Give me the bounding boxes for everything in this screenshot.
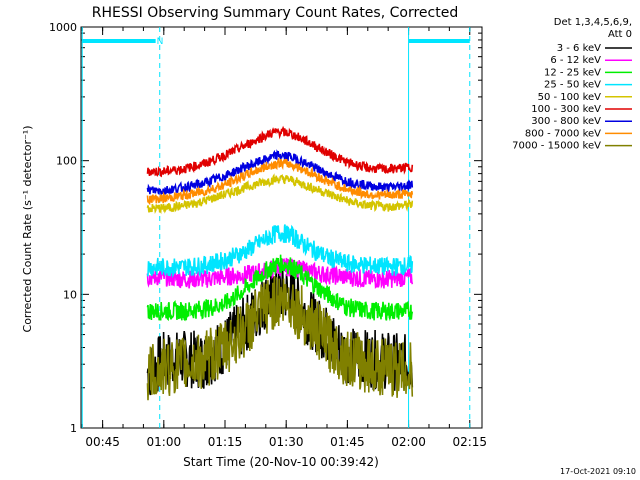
x-tick-label: 01:30 bbox=[269, 435, 304, 449]
attenuator-flag-label: N bbox=[157, 37, 164, 47]
series-line-800-7000-kev bbox=[146, 156, 414, 206]
x-tick-label: 01:15 bbox=[208, 435, 243, 449]
legend-entry-label: 12 - 25 keV bbox=[544, 67, 601, 78]
legend-entry-label: 800 - 7000 keV bbox=[525, 128, 601, 139]
series-line-100-300-kev bbox=[146, 125, 414, 178]
y-tick-label: 1000 bbox=[49, 21, 77, 34]
legend-entry-label: 7000 - 15000 keV bbox=[512, 141, 601, 152]
x-tick-label: 02:15 bbox=[452, 435, 487, 449]
legend-entry-label: 100 - 300 keV bbox=[531, 104, 601, 115]
series-line-300-800-kev bbox=[146, 149, 414, 197]
y-tick-label: 10 bbox=[63, 288, 77, 301]
plot-layer: 1 10 100 1000 00:45 01:00 01:15 01:30 01:45 02:00… bbox=[49, 21, 632, 449]
legend-header-line-1: Det 1,3,4,5,6,9, bbox=[554, 17, 632, 28]
plot-frame bbox=[80, 26, 483, 429]
series-line-7000-15000-kev bbox=[146, 276, 414, 401]
legend-entry-label: 3 - 6 keV bbox=[557, 43, 601, 54]
x-axis-label: Start Time (20-Nov-10 00:39:42) bbox=[183, 455, 379, 469]
legend-entry-label: 300 - 800 keV bbox=[531, 116, 601, 127]
series-line-50-100-kev bbox=[146, 173, 414, 215]
x-tick-label: 00:45 bbox=[85, 435, 120, 449]
legend-header-line-2: Att 0 bbox=[608, 29, 632, 40]
x-tick-label: 02:00 bbox=[391, 435, 426, 449]
x-tick-label: 01:00 bbox=[147, 435, 182, 449]
series-line-25-50-kev bbox=[146, 224, 414, 279]
legend-entry-label: 6 - 12 keV bbox=[550, 55, 601, 66]
y-tick-label: 100 bbox=[56, 155, 77, 168]
footer-timestamp: 17-Oct-2021 09:10 bbox=[560, 467, 636, 476]
legend-entry-label: 50 - 100 keV bbox=[538, 92, 602, 103]
y-axis-label: Corrected Count Rate (s⁻¹ detector⁻¹) bbox=[21, 126, 34, 333]
x-tick-label: 01:45 bbox=[330, 435, 365, 449]
series-line-12-25-kev bbox=[146, 254, 414, 322]
chart-title: RHESSI Observing Summary Count Rates, Co… bbox=[92, 5, 458, 21]
y-tick-label: 1 bbox=[70, 422, 77, 435]
legend-entry-label: 25 - 50 keV bbox=[544, 80, 601, 91]
